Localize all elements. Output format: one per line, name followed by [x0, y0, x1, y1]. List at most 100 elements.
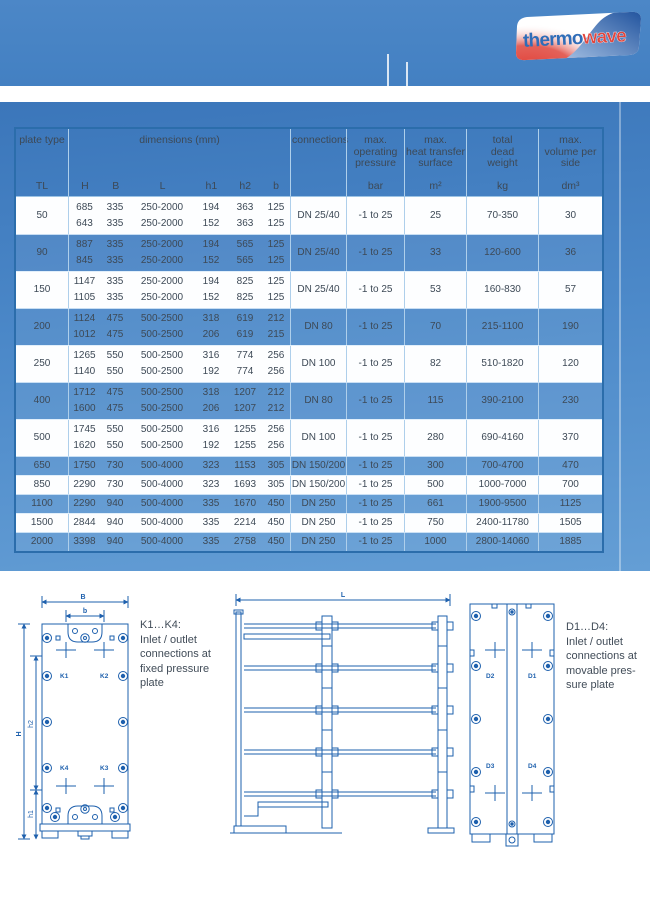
cell-dim: 250-2000 250-2000	[140, 201, 184, 229]
header-surface: max. heat transfer surface	[406, 134, 465, 169]
cell-volume: 1125	[538, 495, 602, 513]
cell-dim: 887 845	[68, 235, 100, 271]
cell-surface: 1000	[404, 533, 466, 551]
note-line: plate	[140, 677, 164, 689]
col-connections: connections	[290, 129, 349, 196]
header-plate-type: plate type	[19, 134, 65, 146]
cell-dim: 1147 1105	[68, 272, 100, 308]
logo-text-thermo: thermo	[523, 28, 584, 52]
cell-dim: 335	[202, 517, 220, 528]
cell-dim: 1153	[234, 460, 256, 471]
cell-pressure: -1 to 25	[346, 235, 404, 271]
table-row-650: 650 1750 730 500-4000 323 1153 305 DN 150/200 -1…	[16, 456, 602, 475]
cell-connections: DN 25/40	[290, 235, 346, 271]
cell-dim: 2758	[233, 536, 257, 547]
cell-dim: 305	[267, 460, 285, 471]
subheader-tl: TL	[35, 180, 49, 192]
header-weight: total dead weight	[487, 134, 518, 169]
cell-volume: 190	[538, 309, 602, 345]
cell-dim: 450	[267, 498, 285, 509]
cell-dim: 323	[202, 460, 220, 471]
col-dimensions: dimensions (mm) H B L h1 h2 b	[68, 129, 290, 196]
cell-weight: 2800-14060	[466, 533, 538, 551]
logo-graphic: thermowave	[516, 11, 641, 61]
cell-dim: 825 825	[236, 276, 254, 303]
subheader-h2: h2	[239, 180, 252, 192]
note-line: Inlet / outlet	[566, 635, 623, 648]
cell-dim: 125 125	[267, 239, 285, 266]
cell-surface: 750	[404, 514, 466, 532]
cell-pressure: -1 to 25	[346, 495, 404, 513]
connection-label-K2: K2	[100, 673, 109, 680]
connection-cross-icons	[56, 642, 114, 794]
note-title-k: K1…K4:	[140, 619, 181, 631]
col-surface: max. heat transfer surface m²	[404, 129, 466, 196]
cell-plate-type: 400	[33, 395, 51, 406]
cell-dim: 323	[202, 479, 220, 490]
note-title-d: D1…D4:	[566, 621, 609, 633]
cell-dim: 194 152	[202, 239, 220, 266]
frame-side-diagram: L	[222, 590, 457, 847]
table-row-2000: 2000 3398 940 500-4000 335 2758 450 DN 250 -1 to…	[16, 532, 602, 551]
cell-weight: 690-4160	[466, 420, 538, 456]
connection-label-K4: K4	[60, 765, 69, 772]
header-connections: connections	[292, 134, 349, 146]
cell-dim: 194 152	[202, 201, 220, 229]
cell-plate-type: 850	[33, 479, 51, 490]
note-line: fixed pressure	[140, 662, 210, 675]
connection-label-D1: D1	[528, 673, 537, 680]
cell-dim: 774 774	[236, 350, 254, 377]
tie-rod-icons	[244, 621, 454, 799]
cell-dim: 1745 1620	[68, 420, 100, 456]
cell-volume: 370	[538, 420, 602, 456]
cell-dim: 450	[267, 517, 285, 528]
separator-strip	[0, 86, 650, 102]
movable-plate-diagram: D2 D1 D3 D4	[462, 588, 562, 857]
unit-m2: m²	[429, 180, 442, 192]
decorative-line	[619, 102, 621, 571]
cell-weight: 120-600	[466, 235, 538, 271]
table-header: plate type TL dimensions (mm) H B L h1 h…	[16, 129, 602, 197]
cell-dim: 500-2500 500-2500	[140, 313, 184, 340]
cell-dim: 550 550	[106, 424, 124, 451]
cell-pressure: -1 to 25	[346, 272, 404, 308]
subheader-b-low: b	[273, 180, 279, 192]
cell-dim: 475 475	[106, 387, 124, 414]
movable-plate-note: D1…D4: Inlet / outlet connections at mov…	[566, 620, 650, 693]
cell-plate-type: 50	[36, 209, 48, 221]
connection-label-K1: K1	[60, 673, 69, 680]
cell-dim: 305	[267, 479, 285, 490]
cell-connections: DN 150/200	[290, 476, 346, 494]
spec-table: plate type TL dimensions (mm) H B L h1 h…	[14, 127, 604, 553]
connection-label-D3: D3	[486, 763, 495, 770]
note-line: connections at	[140, 648, 211, 660]
table-body: 50 685 643 335 335 250-2000 250-2000 194 152 363 3…	[16, 197, 602, 551]
cell-dim: 1712 1600	[68, 383, 100, 419]
table-row-90: 90 887 845 335 335 250-2000 250-2000 194 152 565 5…	[16, 234, 602, 271]
cell-surface: 115	[404, 383, 466, 419]
cell-weight: 70-350	[466, 197, 538, 234]
cell-dim: 500-4000	[140, 498, 184, 509]
cell-volume: 1885	[538, 533, 602, 551]
cell-weight: 160-830	[466, 272, 538, 308]
dim-label-b: b	[83, 608, 87, 615]
cell-volume: 57	[538, 272, 602, 308]
table-row-1500: 1500 2844 940 500-4000 335 2214 450 DN 250 -1 to…	[16, 513, 602, 532]
cell-pressure: -1 to 25	[346, 514, 404, 532]
cell-dim: 212 212	[267, 387, 285, 414]
cell-surface: 500	[404, 476, 466, 494]
note-line: sure plate	[566, 679, 615, 691]
cell-dim: 1124 1012	[68, 309, 100, 345]
fixed-plate-note: K1…K4: Inlet / outlet connections at fix…	[140, 618, 224, 691]
cell-surface: 70	[404, 309, 466, 345]
cell-dim: 1693	[233, 479, 257, 490]
table-row-50: 50 685 643 335 335 250-2000 250-2000 194 152 363 3…	[16, 197, 602, 234]
cell-weight: 390-2100	[466, 383, 538, 419]
cell-pressure: -1 to 25	[346, 420, 404, 456]
svg-text:thermowave: thermowave	[523, 25, 627, 51]
cell-dim: 335 335	[106, 201, 124, 229]
cell-volume: 230	[538, 383, 602, 419]
cell-surface: 280	[404, 420, 466, 456]
cell-weight: 1000-7000	[466, 476, 538, 494]
cell-dim: 125 125	[267, 201, 285, 229]
